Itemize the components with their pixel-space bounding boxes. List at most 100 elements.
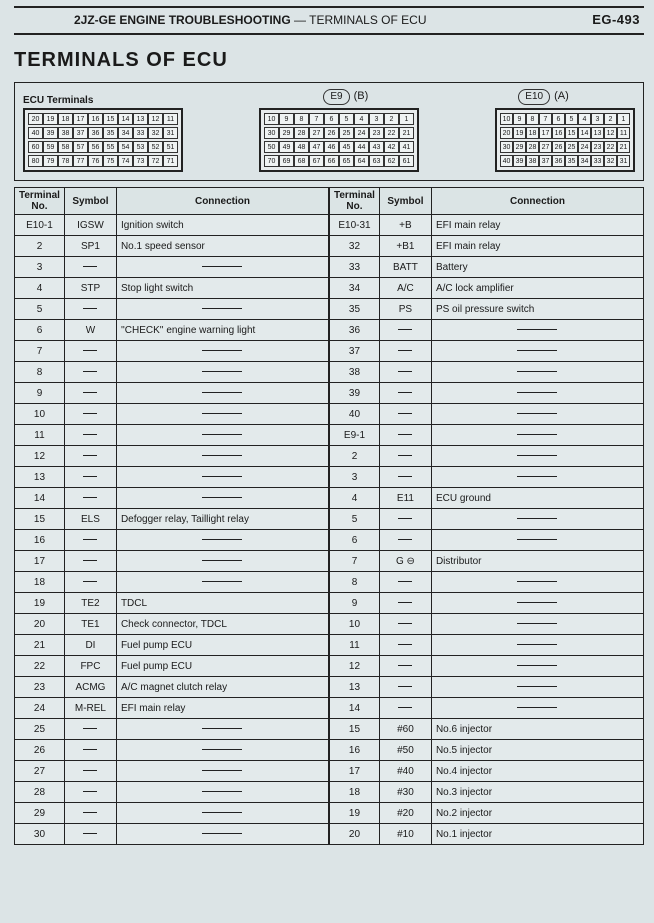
pin: 14 xyxy=(578,127,591,139)
cell-terminal-no: 10 xyxy=(15,404,65,425)
cell-connection: EFI main relay xyxy=(431,215,643,236)
cell-terminal-no: 29 xyxy=(15,803,65,824)
cell-terminal-no: 5 xyxy=(330,509,380,530)
cell-connection xyxy=(431,530,643,551)
pin: 76 xyxy=(88,155,103,167)
pin: 10 xyxy=(500,113,513,125)
col-connection: Connection xyxy=(431,188,643,215)
cell-connection xyxy=(116,404,328,425)
cell-connection xyxy=(431,677,643,698)
cell-terminal-no: 21 xyxy=(15,635,65,656)
pin: 61 xyxy=(399,155,414,167)
cell-connection xyxy=(116,530,328,551)
cell-connection: Distributor xyxy=(431,551,643,572)
cell-symbol xyxy=(64,803,116,824)
cell-connection xyxy=(116,257,328,278)
pin: 30 xyxy=(264,127,279,139)
cell-symbol xyxy=(379,383,431,404)
cell-symbol xyxy=(64,551,116,572)
cell-terminal-no: 9 xyxy=(15,383,65,404)
cell-connection xyxy=(116,341,328,362)
cell-connection xyxy=(116,740,328,761)
cell-connection: Fuel pump ECU xyxy=(116,635,328,656)
table-row: 13 xyxy=(15,467,329,488)
cell-symbol: SP1 xyxy=(64,236,116,257)
pin: 47 xyxy=(309,141,324,153)
pin: 10 xyxy=(264,113,279,125)
cell-symbol xyxy=(64,257,116,278)
table-row: 25 xyxy=(15,719,329,740)
table-row: 20#10No.1 injector xyxy=(330,824,644,845)
pin: 26 xyxy=(324,127,339,139)
pin: 60 xyxy=(28,141,43,153)
cell-symbol xyxy=(379,404,431,425)
table-row: 28 xyxy=(15,782,329,803)
cell-connection xyxy=(116,782,328,803)
cell-symbol: M-REL xyxy=(64,698,116,719)
pin: 4 xyxy=(578,113,591,125)
table-row: 7 xyxy=(15,341,329,362)
table-row: 39 xyxy=(330,383,644,404)
pin: 56 xyxy=(88,141,103,153)
pin: 72 xyxy=(148,155,163,167)
cell-symbol xyxy=(64,383,116,404)
cell-terminal-no: 22 xyxy=(15,656,65,677)
cell-terminal-no: 14 xyxy=(330,698,380,719)
table-row: 16#50No.5 injector xyxy=(330,740,644,761)
pin: 50 xyxy=(264,141,279,153)
cell-symbol xyxy=(64,299,116,320)
pin: 22 xyxy=(384,127,399,139)
pin: 42 xyxy=(384,141,399,153)
cell-connection: ''CHECK'' engine warning light xyxy=(116,320,328,341)
cell-connection: Fuel pump ECU xyxy=(116,656,328,677)
cell-terminal-no: 6 xyxy=(15,320,65,341)
cell-terminal-no: 37 xyxy=(330,341,380,362)
connector-0: 2019181716151413121140393837363534333231… xyxy=(23,108,183,172)
cell-connection: EFI main relay xyxy=(116,698,328,719)
cell-connection xyxy=(116,824,328,845)
cell-symbol: W xyxy=(64,320,116,341)
cell-terminal-no: 12 xyxy=(15,446,65,467)
cell-symbol xyxy=(379,530,431,551)
col-symbol: Symbol xyxy=(64,188,116,215)
cell-connection: No.1 injector xyxy=(431,824,643,845)
cell-connection: Defogger relay, Taillight relay xyxy=(116,509,328,530)
table-row: 21DIFuel pump ECU xyxy=(15,635,329,656)
cell-terminal-no: 8 xyxy=(15,362,65,383)
pin: 17 xyxy=(73,113,88,125)
pin: 31 xyxy=(617,155,630,167)
table-row: 12 xyxy=(15,446,329,467)
pin: 19 xyxy=(513,127,526,139)
table-row: 30 xyxy=(15,824,329,845)
pin: 16 xyxy=(88,113,103,125)
connector-diagram: ECU Terminals E9(B) E10(A) 2019181716151… xyxy=(14,82,644,181)
cell-terminal-no: 13 xyxy=(15,467,65,488)
cell-terminal-no: 30 xyxy=(15,824,65,845)
cell-connection: Ignition switch xyxy=(116,215,328,236)
col-terminal-no: Terminal No. xyxy=(15,188,65,215)
pin: 24 xyxy=(354,127,369,139)
cell-terminal-no: 7 xyxy=(15,341,65,362)
cell-symbol xyxy=(64,782,116,803)
cell-connection xyxy=(116,488,328,509)
pin: 38 xyxy=(58,127,73,139)
table-row: 34A/CA/C lock amplifier xyxy=(330,278,644,299)
pin: 58 xyxy=(58,141,73,153)
table-row: 27 xyxy=(15,761,329,782)
pin: 33 xyxy=(133,127,148,139)
cell-terminal-no: 20 xyxy=(330,824,380,845)
cell-symbol xyxy=(379,341,431,362)
pin: 70 xyxy=(264,155,279,167)
cell-terminal-no: 34 xyxy=(330,278,380,299)
cell-terminal-no: 16 xyxy=(15,530,65,551)
cell-symbol: BATT xyxy=(379,257,431,278)
cell-connection xyxy=(431,698,643,719)
pin: 1 xyxy=(399,113,414,125)
cell-symbol: TE2 xyxy=(64,593,116,614)
cell-terminal-no: E10-31 xyxy=(330,215,380,236)
cell-symbol xyxy=(379,656,431,677)
cell-terminal-no: 38 xyxy=(330,362,380,383)
table-row: 6 xyxy=(330,530,644,551)
pin: 75 xyxy=(103,155,118,167)
cell-connection: No.3 injector xyxy=(431,782,643,803)
